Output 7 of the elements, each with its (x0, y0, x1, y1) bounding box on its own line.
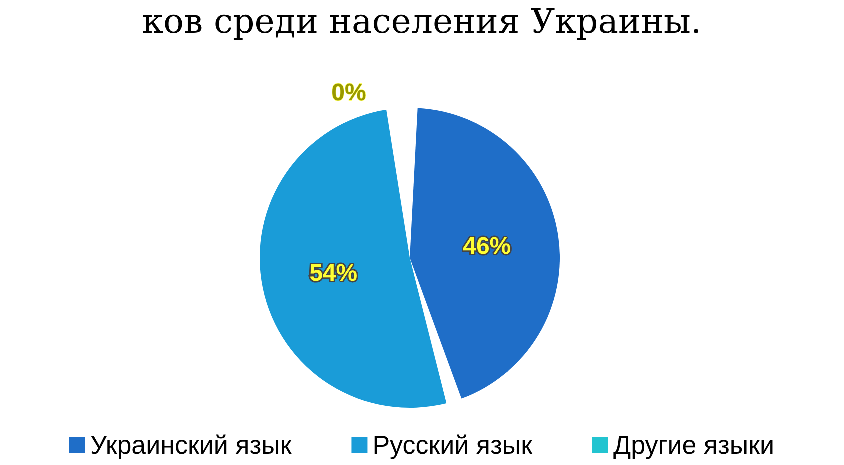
text: 0% (332, 80, 366, 107)
data-label: 46% (463, 232, 512, 260)
chart-title: ков среди населения Украины. (142, 2, 702, 42)
legend-label: Другие языки (613, 430, 775, 460)
legend-label: Украинский язык (90, 430, 292, 460)
legend-label: Русский язык (372, 430, 534, 460)
data-label: 54% (310, 260, 358, 288)
